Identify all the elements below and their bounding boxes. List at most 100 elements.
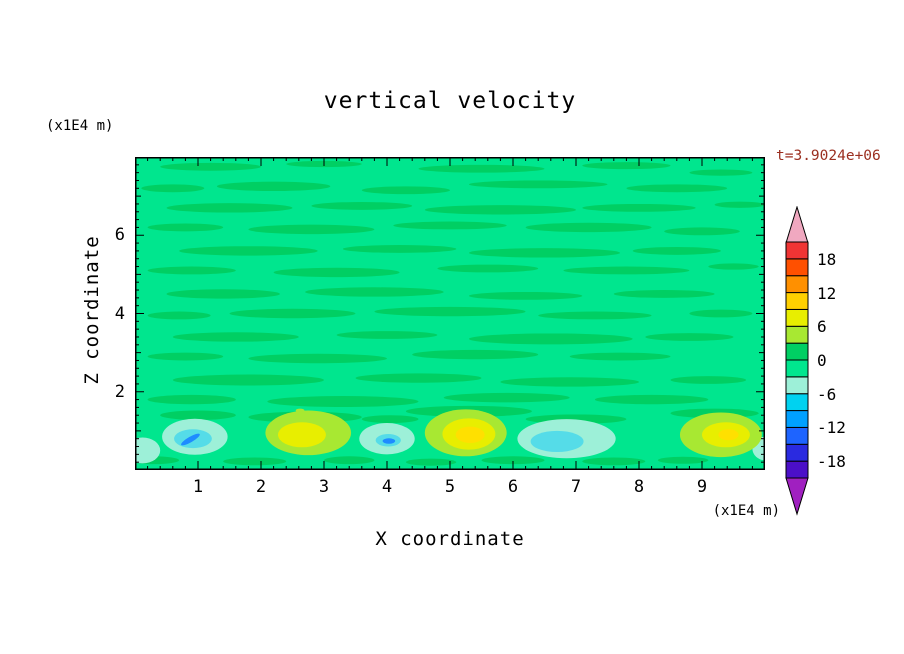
contour-blob-weak-positive-stripes — [708, 263, 759, 270]
colorbar-segment — [785, 325, 809, 344]
contour-blob-weak-positive-stripes — [160, 410, 236, 420]
colorbar-segment — [785, 342, 809, 361]
colorbar-segment — [785, 359, 809, 378]
y-tick-label: 4 — [114, 303, 125, 324]
colorbar-tick-label: -12 — [817, 418, 846, 438]
contour-blob-weak-positive-stripes — [179, 246, 318, 256]
y-tick-label: 2 — [114, 381, 125, 402]
contour-blob-weak-positive-stripes — [147, 311, 211, 320]
contour-blob-weak-positive-stripes — [689, 169, 753, 176]
contour-blob-weak-positive-stripes — [714, 201, 765, 208]
contour-blob-weak-positive-stripes — [172, 374, 324, 386]
colorbar-segment — [785, 426, 809, 445]
contour-blob-weak-positive-stripes — [500, 377, 639, 387]
contour-blob-weak-positive-stripes — [273, 267, 400, 278]
contour-blob-downdraft-blue-core — [382, 438, 396, 444]
contour-blob-weak-positive-stripes — [361, 415, 419, 424]
colorbar-segment — [785, 460, 809, 479]
contour-blob-weak-positive-stripes — [147, 223, 224, 232]
x-tick-label: 5 — [444, 477, 456, 497]
contour-blob-weak-positive-stripes — [424, 205, 576, 215]
contour-blob-updraft-bright-yellow-core — [718, 429, 739, 441]
colorbar-cap-bottom — [785, 477, 809, 516]
chart-title: vertical velocity — [323, 88, 577, 114]
contour-blob-weak-positive-stripes — [248, 353, 387, 364]
y-tick-label: 6 — [114, 225, 125, 246]
time-annotation: t=3.9024e+06 — [776, 148, 881, 164]
x-axis-title: X coordinate — [375, 528, 525, 550]
contour-plot — [135, 157, 765, 470]
contour-blob-weak-positive-stripes — [468, 248, 621, 258]
x-tick-label: 7 — [570, 477, 582, 497]
contour-blob-weak-positive-stripes — [324, 456, 375, 465]
contour-blob-weak-positive-stripes — [481, 456, 545, 465]
contour-blob-weak-positive-stripes — [166, 203, 293, 213]
contour-blob-weak-positive-stripes — [229, 308, 356, 319]
contour-blob-updraft-yellow — [278, 422, 326, 448]
contour-blob-weak-positive-stripes — [405, 458, 457, 466]
contour-blob-weak-positive-stripes — [361, 186, 450, 195]
contour-blob-weak-positive-stripes — [443, 392, 570, 403]
contour-blob-weak-positive-stripes — [538, 311, 652, 320]
contour-blob-weak-positive-stripes — [342, 245, 457, 253]
colorbar-segment — [785, 241, 809, 260]
colorbar-segment — [785, 275, 809, 294]
contour-blob-weak-positive-stripes — [248, 224, 375, 235]
colorbar-segment — [785, 258, 809, 277]
contour-blob-weak-positive-stripes — [563, 266, 690, 275]
contour-blob-weak-positive-stripes — [689, 309, 753, 318]
x-tick-label: 9 — [696, 477, 708, 497]
contour-blob-weak-positive-stripes — [267, 396, 419, 408]
contour-blob-weak-positive-stripes — [147, 352, 224, 361]
x-tick-label: 6 — [507, 477, 519, 497]
contour-blob-downdraft-blue-core — [181, 433, 200, 446]
contour-blob-weak-positive-stripes — [468, 291, 583, 300]
colorbar-tick-label: -6 — [817, 384, 837, 404]
contour-blob-weak-positive-stripes — [632, 246, 721, 255]
colorbar-segment — [785, 443, 809, 462]
contour-blob-weak-positive-stripes — [223, 457, 287, 466]
contour-blob-weak-positive-stripes — [613, 290, 715, 298]
colorbar-tick-label: -18 — [817, 452, 846, 472]
x-tick-label: 8 — [633, 477, 645, 497]
contour-blob-weak-positive-stripes — [645, 333, 734, 341]
colorbar-segment — [785, 308, 809, 327]
contour-blob-weak-positive-stripes — [160, 162, 261, 171]
x-tick-label: 2 — [255, 477, 267, 497]
colorbar-tick-label: 6 — [817, 317, 827, 337]
contour-blob-weak-positive-stripes — [582, 203, 696, 212]
colorbar-tick-label: 12 — [817, 283, 837, 303]
contour-blob-weak-positive-stripes — [670, 376, 747, 384]
contour-blob-weak-positive-stripes — [594, 394, 709, 405]
contour-blob-weak-positive-stripes — [582, 457, 646, 466]
contour-blob-weak-positive-stripes — [336, 331, 438, 339]
plot-frame — [135, 157, 765, 470]
contour-blob-weak-positive-stripes — [355, 373, 482, 383]
contour-blob-updraft-bright-yellow-core — [455, 426, 485, 444]
contour-blob-weak-positive-stripes — [525, 222, 652, 233]
contour-blob-weak-positive-stripes — [374, 306, 526, 317]
colorbar-segment — [785, 410, 809, 428]
contour-blob-weak-positive-stripes — [582, 162, 671, 170]
colorbar-tick-label: 0 — [817, 351, 827, 370]
contour-blob-weak-positive-stripes — [664, 227, 740, 236]
contour-blob-weak-positive-stripes — [172, 332, 299, 342]
contour-blob-weak-positive-stripes — [393, 221, 507, 230]
contour-blob-weak-positive-stripes — [468, 333, 633, 345]
contour-blob-downdraft-pale-cyan — [135, 437, 161, 464]
contour-blob-weak-positive-stripes — [216, 181, 331, 192]
y-axis-unit-label: (x1E4 m) — [46, 118, 114, 134]
contour-blob-weak-positive-stripes — [657, 456, 709, 464]
contour-blob-weak-positive-stripes — [468, 180, 608, 189]
x-tick-label: 1 — [192, 477, 204, 497]
contour-blob-updraft-yellow-green — [295, 408, 305, 413]
colorbar-tick-label: 18 — [817, 249, 837, 269]
contour-blob-weak-positive-stripes — [412, 349, 539, 360]
contour-blob-weak-positive-stripes — [311, 201, 413, 210]
x-tick-label: 4 — [381, 477, 393, 497]
contour-blob-weak-positive-stripes — [147, 394, 236, 405]
contour-blob-weak-positive-stripes — [147, 266, 236, 275]
contour-blob-weak-positive-stripes — [166, 289, 280, 299]
contour-blob-weak-positive-stripes — [569, 352, 671, 361]
